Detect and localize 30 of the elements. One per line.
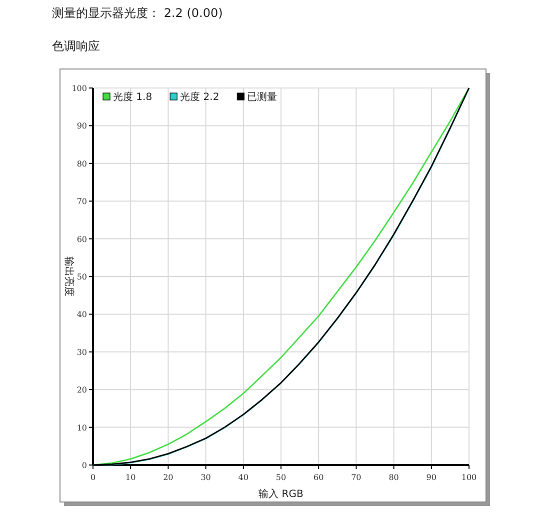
chart-title: 测量的显示器光度： 2.2 (0.00) bbox=[52, 6, 223, 20]
y-tick-label: 0 bbox=[82, 461, 87, 470]
legend-label: 光度 2.2 bbox=[180, 91, 220, 103]
x-tick-label: 10 bbox=[126, 473, 136, 482]
x-tick-label: 100 bbox=[461, 473, 477, 482]
x-tick-label: 50 bbox=[276, 473, 286, 482]
x-axis-title: 输入 RGB bbox=[258, 488, 304, 500]
y-tick-label: 80 bbox=[76, 159, 87, 168]
y-tick-label: 30 bbox=[76, 348, 87, 357]
chart-subtitle: 色调响应 bbox=[52, 39, 100, 53]
y-tick-label: 40 bbox=[76, 310, 87, 320]
y-tick-label: 90 bbox=[76, 122, 87, 131]
y-axis-title: 输出亮度 bbox=[63, 256, 75, 296]
y-tick-label: 70 bbox=[76, 197, 87, 206]
y-tick-label: 10 bbox=[76, 423, 87, 432]
y-tick-label: 100 bbox=[72, 84, 87, 93]
x-tick-label: 0 bbox=[90, 473, 96, 482]
x-tick-label: 30 bbox=[200, 473, 211, 482]
legend-label: 已测量 bbox=[247, 91, 278, 103]
y-tick-label: 20 bbox=[76, 386, 87, 395]
x-tick-label: 60 bbox=[314, 473, 324, 482]
x-tick-label: 90 bbox=[426, 473, 436, 482]
y-tick-label: 60 bbox=[76, 234, 87, 244]
x-tick-label: 70 bbox=[351, 473, 362, 482]
x-tick-label: 20 bbox=[163, 473, 174, 482]
line-series bbox=[92, 87, 470, 466]
legend-label: 光度 1.8 bbox=[113, 91, 152, 103]
y-tick-label: 50 bbox=[76, 272, 87, 282]
x-tick-label: 40 bbox=[238, 473, 248, 482]
x-tick-label: 80 bbox=[388, 473, 399, 482]
